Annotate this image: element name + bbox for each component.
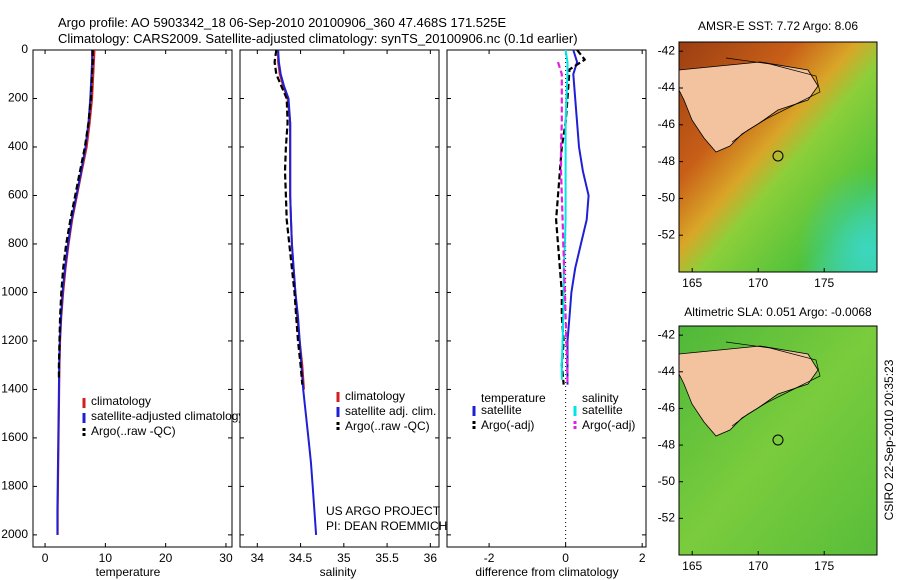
figure-title-line-2: Climatology: CARS2009. Satellite-adjuste… [58, 31, 578, 46]
difference-panel: -2 0 2 difference from climatology tempera… [446, 49, 647, 579]
legend-label-temp-argo: Argo(-adj) [481, 418, 534, 432]
sst-isotherm [725, 57, 821, 143]
sla-land-south-island [678, 345, 819, 437]
x-tick-label: 10 [99, 551, 113, 565]
x-tick-label: -2 [484, 551, 495, 565]
x-tick-label: 35.5 [375, 551, 399, 565]
map-y-tick-label: -50 [658, 474, 676, 488]
y-tick-label: 0 [21, 42, 28, 56]
map-y-tick-label: -52 [658, 511, 676, 525]
y-tick-label: 200 [8, 91, 28, 105]
temperature-axis-label: temperature [96, 565, 161, 579]
y-tick-label: 1400 [1, 382, 28, 396]
series-satellite-adjusted-climatology [56, 50, 94, 535]
x-tick-label: 35 [337, 551, 351, 565]
map-x-tick-label: 165 [682, 276, 702, 290]
series-argo-raw-qc [57, 50, 94, 380]
x-tick-label: 30 [219, 551, 233, 565]
y-tick-label: 600 [8, 188, 28, 202]
legend-label-sal-argo: Argo(-adj) [582, 418, 635, 432]
map-y-tick-label: -48 [658, 154, 676, 168]
x-tick-label: 0 [562, 551, 569, 565]
project-credit: US ARGO PROJECT [326, 504, 441, 518]
salinity-legend: climatology satellite adj. clim. Argo(..… [336, 389, 436, 433]
difference-axis-label: difference from climatology [475, 565, 618, 579]
legend-label-temp-satellite: satellite [481, 403, 522, 417]
y-tick-label: 1200 [1, 333, 28, 347]
legend-label-argo: Argo(..raw -QC) [345, 419, 430, 433]
series-temperature-satellite [566, 49, 590, 385]
x-tick-label: 36 [424, 551, 438, 565]
map-x-tick-label: 175 [814, 559, 834, 573]
map-y-tick-label: -46 [658, 117, 676, 131]
map-x-tick-label: 165 [682, 559, 702, 573]
legend-label-argo: Argo(..raw -QC) [91, 424, 176, 438]
legend-title-salinity: salinity [582, 391, 619, 405]
map-y-tick-label: -42 [658, 43, 676, 57]
y-tick-label: 1600 [1, 430, 28, 444]
series-satellite-adj-clim [277, 49, 318, 535]
sla-float-marker [772, 434, 784, 446]
map-y-tick-label: -42 [658, 327, 676, 341]
x-tick-label: 34.5 [289, 551, 313, 565]
y-tick-label: 400 [8, 139, 28, 153]
sla-map-panel: Altimetric SLA: 0.051 Argo: -0.0068 165 1… [658, 305, 878, 573]
x-tick-label: 2 [639, 551, 646, 565]
legend-label-climatology: climatology [91, 394, 151, 408]
map-y-tick-label: -44 [658, 80, 676, 94]
sla-map-title: Altimetric SLA: 0.051 Argo: -0.0068 [684, 305, 872, 319]
map-y-tick-label: -50 [658, 191, 676, 205]
difference-legend: temperature satellite Argo(-adj) salinit… [472, 391, 635, 432]
series-salinity-satellite [560, 49, 569, 380]
map-x-tick-label: 170 [748, 559, 768, 573]
sla-contour [725, 341, 821, 427]
series-salinity-argo-adj [556, 61, 569, 385]
sst-float-marker [772, 150, 784, 162]
y-tick-label: 1000 [1, 285, 28, 299]
y-tick-label: 2000 [1, 527, 28, 541]
map-y-tick-label: -46 [658, 401, 676, 415]
sst-map-panel: AMSR-E SST: 7.72 Argo: 8.06 165 170 175 -4… [658, 19, 878, 290]
legend-label-satellite: satellite-adjusted climatology [91, 409, 244, 423]
legend-label-satellite: satellite adj. clim. [345, 404, 436, 418]
x-tick-label: 20 [159, 551, 173, 565]
figure-title-line-1: Argo profile: AO 5903342_18 06-Sep-2010 … [58, 15, 506, 30]
y-tick-label: 800 [8, 236, 28, 250]
legend-title-temperature: temperature [481, 391, 546, 405]
x-tick-label: 0 [42, 551, 49, 565]
series-argo-raw-qc [273, 49, 304, 385]
map-x-tick-label: 175 [814, 276, 834, 290]
legend-label-climatology: climatology [345, 389, 405, 403]
temperature-legend: climatology satellite-adjusted climatolo… [82, 394, 244, 438]
salinity-axis-label: salinity [320, 565, 357, 579]
sst-map-title: AMSR-E SST: 7.72 Argo: 8.06 [698, 19, 858, 33]
timestamp-stamp: CSIRO 22-Sep-2010 20:35:23 [882, 359, 896, 520]
legend-label-sal-satellite: satellite [582, 403, 623, 417]
sst-land-south-island [678, 61, 819, 153]
map-x-tick-label: 170 [748, 276, 768, 290]
y-tick-label: 1800 [1, 479, 28, 493]
map-y-tick-label: -52 [658, 227, 676, 241]
map-y-tick-label: -44 [658, 364, 676, 378]
pi-credit: PI: DEAN ROEMMICH [326, 519, 447, 533]
salinity-panel: 34 34.5 35 35.5 36 salinity climatology sate… [239, 49, 447, 579]
map-y-tick-label: -48 [658, 437, 676, 451]
x-tick-label: 34 [251, 551, 265, 565]
temperature-panel: 0 200 400 600 800 1000 1200 1400 1600 1800 2000 0 1… [1, 42, 244, 579]
